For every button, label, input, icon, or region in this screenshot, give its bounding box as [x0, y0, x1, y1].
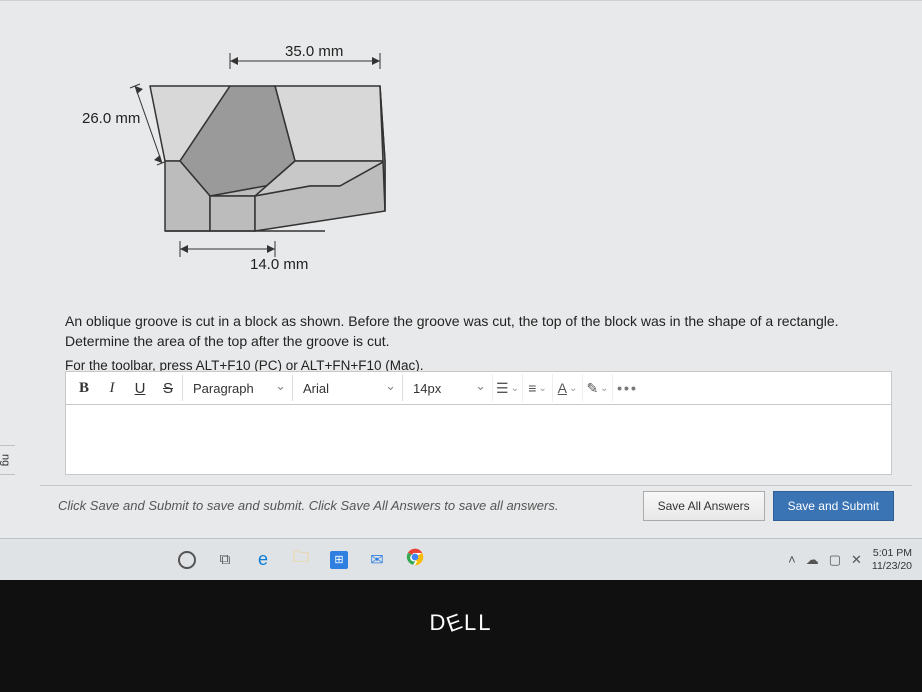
explorer-taskbar-button[interactable]: 🗀 [284, 543, 318, 577]
block-diagram: 35.0 mm 26.0 mm 14.0 mm [80, 31, 420, 281]
store-taskbar-button[interactable]: ⊞ [322, 543, 356, 577]
dell-logo: DELL [429, 610, 492, 636]
question-text: An oblique groove is cut in a block as s… [65, 311, 892, 375]
numbered-list-button[interactable]: ≡⌄ [522, 374, 552, 402]
dim-left-label: 26.0 mm [82, 110, 140, 127]
bold-button[interactable]: B [70, 374, 98, 402]
question-footer: Click Save and Submit to save and submit… [40, 485, 912, 525]
monitor-bezel: DELL [0, 580, 922, 692]
cortana-icon [178, 551, 196, 569]
network-tray-icon[interactable]: ✕ [851, 552, 862, 568]
dim-bottom-label: 14.0 mm [250, 256, 308, 273]
store-icon: ⊞ [330, 551, 348, 569]
folder-icon: 🗀 [293, 546, 309, 573]
app-content: ng 35.0 mm 26.0 mm 14.0 mm [0, 0, 922, 580]
system-tray: ˄ ☁ ▢ ✕ 5:01 PM 11/23/20 [788, 547, 912, 571]
tray-date: 11/23/20 [872, 560, 912, 572]
edge-taskbar-button[interactable]: e [246, 543, 280, 577]
strikethrough-button[interactable]: S [154, 374, 182, 402]
chrome-taskbar-button[interactable] [398, 543, 432, 577]
font-size-select[interactable]: 14px [402, 375, 492, 401]
save-and-submit-button[interactable]: Save and Submit [773, 491, 894, 521]
side-tab[interactable]: ng [0, 445, 15, 475]
mail-icon: ✉ [370, 550, 383, 570]
italic-button[interactable]: I [98, 374, 126, 402]
task-view-icon: ⧉ [220, 551, 231, 568]
battery-tray-icon[interactable]: ▢ [829, 552, 841, 568]
mail-taskbar-button[interactable]: ✉ [360, 543, 394, 577]
onedrive-tray-icon[interactable]: ☁ [806, 552, 819, 568]
more-tools-button[interactable]: ••• [612, 374, 642, 402]
start-button[interactable] [170, 543, 204, 577]
footer-hint: Click Save and Submit to save and submit… [58, 498, 635, 513]
question-body: An oblique groove is cut in a block as s… [65, 311, 892, 352]
highlight-color-button[interactable]: ✎⌄ [582, 374, 612, 402]
block-format-select[interactable]: Paragraph [182, 375, 292, 401]
editor-toolbar: B I U S Paragraph Arial 14px ☰⌄ ≡⌄ A⌄ ✎⌄… [65, 371, 892, 405]
tray-chevron-icon[interactable]: ˄ [788, 552, 796, 567]
answer-editor[interactable] [65, 405, 892, 475]
taskbar-clock[interactable]: 5:01 PM 11/23/20 [872, 547, 912, 571]
bullet-list-button[interactable]: ☰⌄ [492, 374, 522, 402]
save-all-answers-button[interactable]: Save All Answers [643, 491, 765, 521]
text-color-button[interactable]: A⌄ [552, 374, 582, 402]
underline-button[interactable]: U [126, 374, 154, 402]
edge-icon: e [258, 549, 268, 570]
tray-time: 5:01 PM [872, 547, 912, 559]
font-family-select[interactable]: Arial [292, 375, 402, 401]
windows-taskbar: ⧉ e 🗀 ⊞ ✉ ˄ ☁ ▢ ✕ 5:01 PM 11/23/20 [0, 538, 922, 580]
dim-top-label: 35.0 mm [285, 43, 343, 60]
chrome-icon [406, 548, 424, 571]
task-view-button[interactable]: ⧉ [208, 543, 242, 577]
